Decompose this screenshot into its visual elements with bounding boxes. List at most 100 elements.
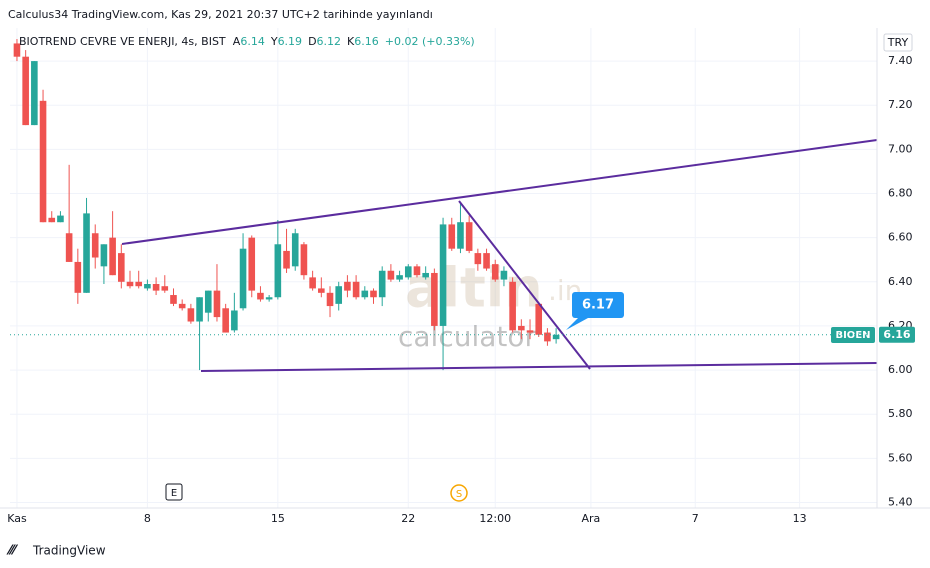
candle-body	[483, 253, 490, 269]
x-tick-label: 22	[401, 512, 415, 525]
legend: BIOTREND CEVRE VE ENERJI, 4s, BIST A6.14 Y…	[19, 35, 475, 48]
candle-body	[300, 244, 308, 276]
candle-body	[500, 270, 508, 280]
legend-change: +0.02 (+0.33%)	[385, 35, 475, 48]
ticker-box	[831, 327, 875, 343]
candles	[13, 39, 560, 371]
currency: TRY	[887, 36, 909, 49]
event-label: S	[456, 489, 462, 500]
candle-body	[326, 292, 334, 307]
x-tick-label: 13	[793, 512, 807, 525]
candle-body	[465, 222, 473, 251]
y-tick-label: 7.40	[888, 54, 913, 67]
y-tick-label: 7.20	[888, 98, 913, 111]
y-tick-label: 6.60	[888, 231, 913, 244]
y-tick-label: 6.00	[888, 363, 913, 376]
candle-body	[22, 56, 29, 126]
ticker: BIOEN	[835, 330, 870, 341]
candle-body	[83, 213, 90, 293]
candle-body	[318, 288, 325, 293]
legend-value: 6.16	[354, 35, 379, 48]
trendline	[458, 200, 591, 370]
trendline	[121, 139, 878, 245]
candle-body	[431, 272, 438, 326]
candle-body	[65, 233, 73, 262]
currency-box	[883, 33, 913, 52]
candle-body	[335, 286, 343, 304]
candle-body	[48, 217, 56, 223]
candle-body	[239, 248, 247, 309]
candle-body	[118, 253, 125, 282]
callout-tail	[566, 318, 588, 330]
candle-body	[100, 244, 108, 267]
legend-label: D	[308, 35, 316, 48]
candle-body	[518, 325, 525, 331]
candle-body	[526, 330, 534, 333]
candle-body	[57, 215, 64, 223]
event-icon[interactable]	[165, 483, 183, 501]
candle-body	[222, 308, 229, 333]
x-tick-label: Kas	[7, 512, 27, 525]
trendlines	[121, 139, 878, 372]
y-tick-label: 6.80	[888, 187, 913, 200]
event-icon[interactable]	[450, 484, 468, 502]
candle-body	[396, 275, 403, 280]
candle-body	[274, 244, 282, 298]
candle-body	[109, 237, 116, 276]
candle-body	[352, 281, 360, 298]
candle-body	[74, 261, 82, 293]
symbol: BIOTREND CEVRE VE ENERJI, 4s, BIST	[19, 35, 226, 48]
x-tick-label: 7	[692, 512, 699, 525]
callout-text: 6.17	[582, 298, 614, 313]
candle-body	[509, 281, 516, 331]
legend-value: 6.14	[240, 35, 265, 48]
candle-body	[135, 281, 143, 287]
candle-body	[535, 303, 543, 335]
legend-value: 6.19	[278, 35, 303, 48]
watermark-text: altin	[405, 257, 543, 320]
candle-body	[152, 284, 160, 291]
last-price-label: 6.16	[883, 328, 910, 341]
legend-label: Y	[270, 35, 278, 48]
header: Calculus34 TradingView.com, Kas 29, 2021…	[8, 8, 433, 21]
candle-body	[31, 61, 38, 126]
callout-box	[572, 292, 624, 318]
x-tick-label: 15	[271, 512, 285, 525]
candle-body	[552, 334, 560, 340]
candle-body	[178, 303, 186, 309]
candle-body	[144, 284, 151, 289]
candle-body	[161, 286, 169, 291]
callout: 6.17	[566, 292, 624, 330]
y-tick-label: 5.40	[888, 495, 913, 508]
x-tick-label: Ara	[582, 512, 601, 525]
candle-body	[213, 290, 221, 318]
candle-body	[474, 253, 482, 265]
candle-body	[439, 224, 447, 326]
candle-body	[231, 310, 238, 331]
candle-body	[204, 290, 212, 313]
candle-body	[413, 266, 421, 276]
candle-body	[344, 281, 351, 291]
candle-body	[126, 281, 134, 287]
candle-body	[39, 100, 47, 223]
candle-body	[404, 266, 412, 278]
candle-body	[257, 292, 264, 300]
trendline	[200, 362, 878, 372]
candle-body	[283, 250, 290, 269]
legend-label: K	[347, 35, 355, 48]
event-label: E	[171, 488, 177, 499]
candle-body	[291, 233, 299, 267]
event-icons: E S	[165, 483, 468, 502]
legend-value: 6.12	[317, 35, 342, 48]
y-tick-label: 6.40	[888, 275, 913, 288]
last-price-box	[879, 326, 915, 343]
candle-body	[13, 43, 21, 57]
candle-body	[387, 270, 395, 280]
candle-body	[309, 277, 316, 289]
candle-body	[378, 270, 386, 298]
candle-body	[370, 290, 377, 298]
footer: ⁄⁄⁄ TradingView	[6, 544, 106, 559]
candle-body	[422, 272, 429, 278]
candle-body	[91, 233, 99, 258]
